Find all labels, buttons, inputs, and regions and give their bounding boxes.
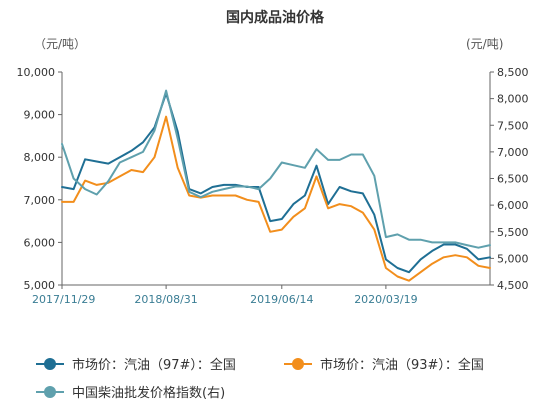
- series-line-1: [61, 115, 491, 282]
- left-tick-label: 8,000: [24, 151, 56, 164]
- left-y-ticks: 5,000 6,000 7,000 8,000 9,000 10,000: [17, 66, 62, 292]
- right-tick-label: 7,500: [497, 119, 529, 132]
- legend-item-0: 市场价：汽油（97#）：全国: [36, 357, 236, 373]
- left-axis-unit: （元/吨）: [34, 37, 86, 51]
- left-tick-label: 5,000: [24, 279, 56, 292]
- right-tick-label: 6,500: [497, 173, 529, 186]
- x-ticks: 2017/11/29 2018/08/31 2019/06/14 2020/03/19: [32, 285, 418, 306]
- x-tick-label: 2017/11/29: [32, 293, 95, 306]
- left-tick-label: 6,000: [24, 236, 56, 249]
- right-tick-label: 8,000: [497, 93, 529, 106]
- series-line-0: [61, 92, 491, 274]
- x-tick-label: 2019/06/14: [250, 293, 313, 306]
- series-group: [61, 89, 491, 282]
- left-tick-label: 10,000: [17, 66, 56, 79]
- legend: 市场价：汽油（97#）：全国 市场价：汽油（93#）：全国中国柴油批发价格指数(右…: [36, 357, 484, 401]
- chart-title: 国内成品油价格: [226, 9, 325, 26]
- legend-item-2: 中国柴油批发价格指数(右): [36, 385, 225, 401]
- legend-label: 市场价：汽油（97#）：全国: [72, 357, 236, 373]
- legend-label: 中国柴油批发价格指数(右): [72, 385, 225, 401]
- series-line-2: [61, 89, 491, 249]
- right-tick-label: 4,500: [497, 279, 529, 292]
- left-tick-label: 7,000: [24, 194, 56, 207]
- right-axis-unit: (元/吨): [466, 37, 503, 51]
- right-tick-label: 6,000: [497, 199, 529, 212]
- right-tick-label: 5,500: [497, 226, 529, 239]
- right-tick-label: 7,000: [497, 146, 529, 159]
- legend-swatch-marker: [292, 358, 304, 370]
- legend-swatch-marker: [44, 386, 56, 398]
- right-tick-label: 5,000: [497, 252, 529, 265]
- legend-swatch-marker: [44, 358, 56, 370]
- legend-label: 市场价：汽油（93#）：全国: [320, 357, 484, 373]
- right-tick-label: 8,500: [497, 66, 529, 79]
- left-tick-label: 9,000: [24, 109, 56, 122]
- right-y-ticks: 4,500 5,000 5,500 6,000 6,500 7,000 7,500 8,000…: [490, 66, 529, 292]
- x-tick-label: 2020/03/19: [354, 293, 417, 306]
- legend-item-1: 市场价：汽油（93#）：全国: [284, 357, 484, 373]
- x-tick-label: 2018/08/31: [134, 293, 197, 306]
